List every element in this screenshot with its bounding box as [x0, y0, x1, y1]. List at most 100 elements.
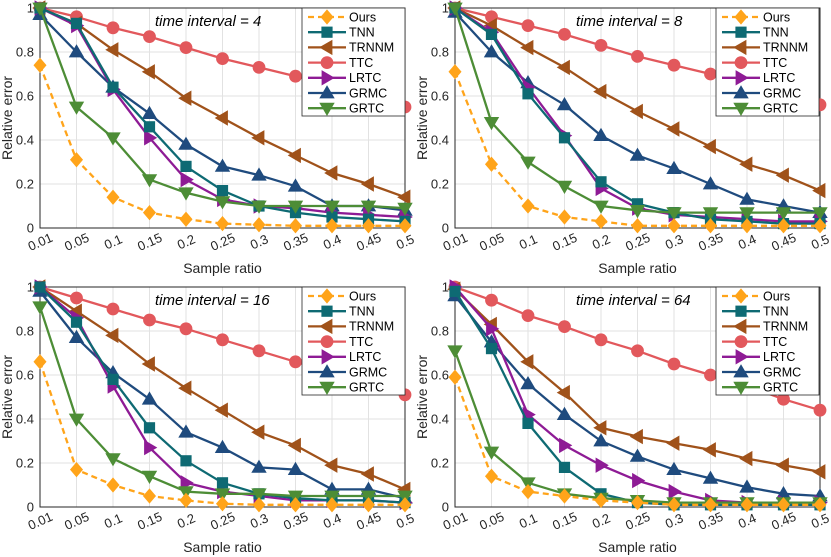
data-point-ours: [33, 57, 47, 73]
data-point-ours: [179, 211, 193, 227]
data-point-trnnm: [739, 450, 753, 467]
data-point-trnnm: [287, 147, 301, 164]
data-point-grtc: [178, 187, 194, 201]
legend-label: TTC: [763, 335, 787, 349]
y-axis-label: Relative error: [414, 355, 430, 439]
legend-item-tnn: TNN: [722, 26, 789, 40]
legend-item-tnn: TNN: [308, 26, 375, 40]
data-point-trnnm: [812, 464, 826, 480]
data-point-grtc: [141, 174, 158, 188]
data-point-ours: [398, 218, 412, 234]
data-point-ttc: [631, 344, 644, 358]
x-tick-label: 0.25: [623, 230, 652, 254]
data-point-grmc: [68, 329, 85, 344]
x-tick-label: 0.05: [477, 509, 506, 533]
data-point-grtc: [214, 196, 231, 210]
data-point-trnnm: [214, 402, 228, 418]
data-point-ours: [448, 369, 462, 385]
data-point-grmc: [251, 459, 267, 473]
y-axis-label: Relative error: [0, 76, 15, 160]
x-tick-label: 0.45: [769, 230, 798, 254]
data-point-grtc: [556, 180, 573, 194]
data-point-ours: [667, 218, 681, 234]
y-tick-label: 0: [442, 500, 449, 515]
y-tick-label: 0.4: [16, 133, 34, 148]
x-tick-label: 0.3: [663, 510, 686, 531]
data-point-ours: [484, 156, 499, 172]
data-point-lrtc: [180, 171, 194, 188]
legend-marker-grmc: [319, 85, 335, 99]
x-tick-label: 0.35: [281, 509, 310, 533]
data-point-tnn: [595, 176, 607, 188]
panel-title: time interval = 64: [576, 292, 691, 309]
x-tick-label: 0.1: [517, 510, 540, 531]
data-point-ttc: [289, 355, 302, 369]
legend-label: TRNNM: [763, 41, 808, 55]
legend-marker-grmc: [733, 85, 749, 99]
legend-label: Ours: [763, 10, 790, 24]
y-tick-label: 0.4: [431, 412, 449, 427]
data-point-lrtc: [144, 130, 158, 146]
data-point-tnn: [180, 160, 192, 172]
data-point-ours: [594, 213, 608, 230]
series-grtc: [32, 301, 413, 504]
data-point-grmc: [629, 147, 646, 161]
data-point-ours: [594, 492, 608, 509]
x-tick-label: 0.1: [102, 231, 125, 252]
x-tick-label: 0.35: [696, 509, 725, 533]
legend-label: TRNNM: [349, 41, 394, 55]
legend-item-ttc: TTC: [722, 56, 787, 70]
data-point-ttc: [106, 302, 120, 316]
data-point-trnnm: [775, 457, 789, 473]
data-point-ttc: [485, 293, 498, 307]
y-tick-label: 0.8: [431, 45, 449, 60]
legend-item-lrtc: LRTC: [308, 70, 381, 86]
data-point-grmc: [178, 424, 194, 438]
legend-marker-ttc: [734, 335, 748, 349]
data-point-grtc: [739, 207, 755, 221]
data-point-lrtc: [668, 483, 682, 500]
legend-item-trnnm: TRNNM: [722, 39, 808, 56]
legend-label: LRTC: [349, 350, 381, 364]
x-axis-label: Sample ratio: [183, 260, 262, 276]
data-point-lrtc: [486, 321, 500, 337]
legend-item-lrtc: LRTC: [722, 70, 795, 86]
legend-marker-tnn: [321, 26, 333, 38]
x-tick-label: 0.15: [550, 230, 579, 254]
data-point-grmc: [702, 470, 719, 484]
data-point-grtc: [702, 207, 719, 221]
data-point-tnn: [107, 81, 119, 93]
data-point-ours: [448, 64, 462, 80]
y-tick-label: 1: [27, 1, 34, 16]
y-tick-label: 0: [442, 221, 449, 236]
data-point-grtc: [666, 207, 682, 221]
data-point-grtc: [32, 301, 48, 315]
legend-marker-trnnm: [733, 318, 747, 335]
data-point-ours: [361, 218, 376, 234]
data-point-ours: [361, 497, 376, 513]
data-point-trnnm: [775, 167, 789, 183]
legend-marker-lrtc: [735, 70, 749, 86]
data-point-tnn: [70, 17, 83, 30]
x-tick-label: 0.05: [62, 230, 91, 254]
data-point-ours: [288, 497, 303, 513]
legend-marker-ours: [734, 288, 748, 304]
data-point-trnnm: [666, 121, 680, 137]
data-point-grtc: [629, 204, 646, 219]
series-ours: [448, 369, 827, 513]
panel-4: 0.01 0.05 0.1 0.15 0.2 0.25 0.3 0.35 0.4 0.45 0.50…: [414, 279, 831, 555]
x-tick-label: 0.45: [354, 230, 383, 254]
data-point-grmc: [141, 105, 158, 119]
legend-item-tnn: TNN: [722, 305, 789, 319]
data-point-ours: [33, 354, 47, 370]
x-tick-label: 0.05: [477, 230, 506, 254]
data-point-ttc: [106, 21, 120, 35]
x-tick-label: 0.5: [809, 231, 831, 252]
y-tick-label: 0.6: [431, 368, 449, 383]
x-tick-label: 0.35: [696, 230, 725, 254]
data-point-ours: [106, 477, 120, 493]
x-tick-label: 0.2: [590, 231, 613, 252]
y-tick-label: 0.2: [431, 177, 449, 192]
data-point-ours: [521, 483, 535, 500]
